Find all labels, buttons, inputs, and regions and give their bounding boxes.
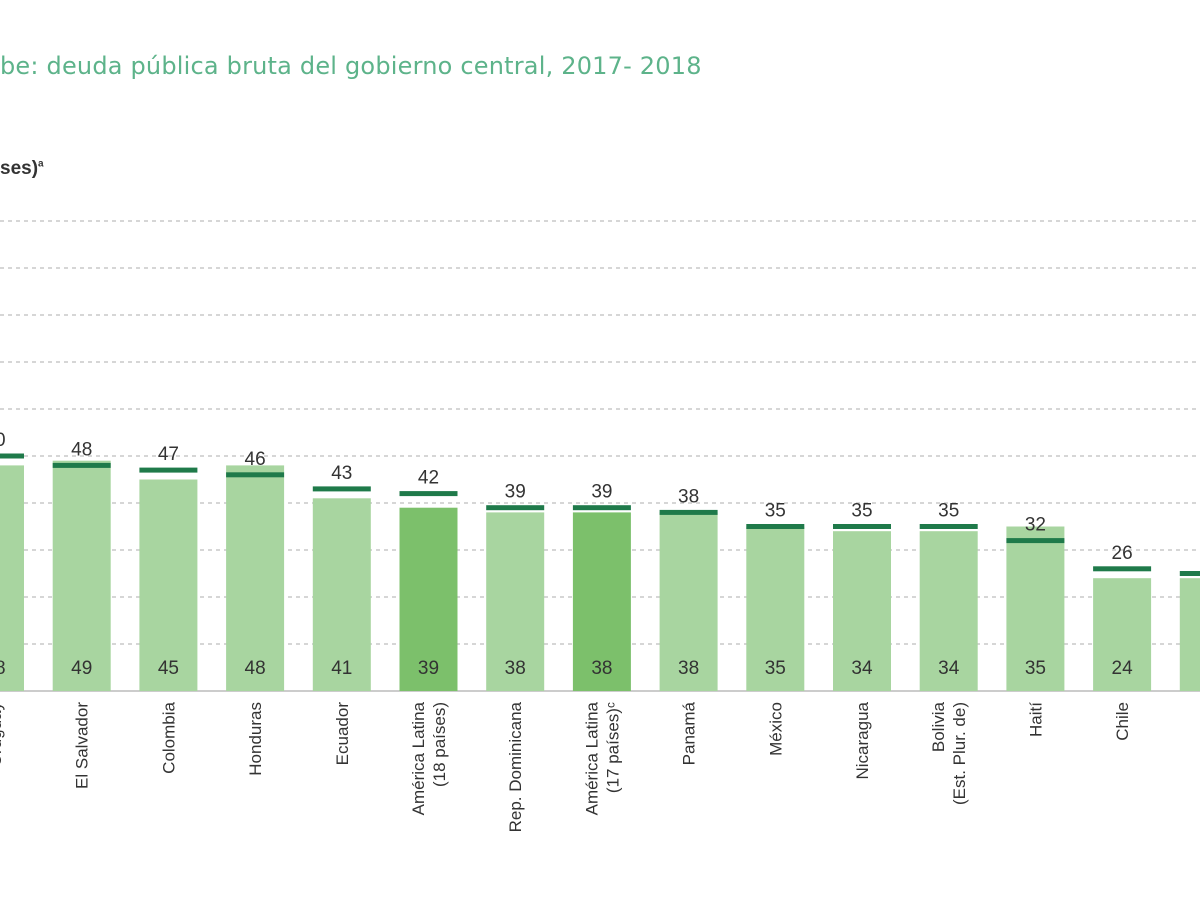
marker-2018 bbox=[572, 505, 631, 511]
value-label-2018: 35 bbox=[938, 501, 959, 522]
value-label-2018: 38 bbox=[678, 486, 699, 507]
value-label-2018: 35 bbox=[851, 501, 872, 522]
chart-title: be: deuda pública bruta del gobierno cen… bbox=[0, 52, 702, 80]
x-axis-label: Honduras bbox=[246, 702, 265, 776]
value-label-2018: 39 bbox=[591, 482, 612, 503]
value-label-2017: 38 bbox=[591, 658, 612, 679]
value-label-2017: 34 bbox=[938, 658, 960, 679]
value-label-2017: 34 bbox=[851, 658, 873, 679]
subtitle-text: ses) bbox=[0, 158, 39, 179]
bar-2017 bbox=[139, 479, 198, 691]
value-label-2018: 50 bbox=[0, 430, 6, 451]
bar-2017 bbox=[1179, 578, 1200, 691]
value-label-2018: 47 bbox=[158, 444, 179, 465]
value-label-2017: 24 bbox=[1112, 658, 1134, 679]
value-label-2017: 45 bbox=[158, 658, 179, 679]
marker-2018 bbox=[399, 491, 458, 497]
bar-2017 bbox=[572, 512, 631, 691]
bar-2017 bbox=[919, 531, 978, 691]
value-label-2017: 49 bbox=[71, 658, 92, 679]
marker-2018 bbox=[0, 453, 24, 459]
bar-2017 bbox=[226, 465, 285, 691]
bar-2017 bbox=[399, 507, 458, 691]
bar-2017 bbox=[312, 498, 371, 691]
value-label-2017: 48 bbox=[0, 658, 6, 679]
value-label-2018: 46 bbox=[245, 449, 266, 470]
value-label-2017: 38 bbox=[505, 658, 526, 679]
value-label-2018: 39 bbox=[505, 482, 526, 503]
marker-2018 bbox=[833, 524, 891, 529]
bar-2017 bbox=[486, 512, 545, 691]
x-axis-label: Chile bbox=[1113, 702, 1132, 741]
value-label-2017: 38 bbox=[678, 658, 699, 679]
x-axis-label: (17 países)ᶜ bbox=[603, 702, 622, 793]
x-axis-label: Haití bbox=[1026, 702, 1045, 737]
value-label-2017: 41 bbox=[331, 658, 352, 679]
bar-2017 bbox=[0, 465, 24, 691]
marker-2018 bbox=[659, 509, 718, 515]
value-label-2017: 48 bbox=[245, 658, 266, 679]
marker-2018 bbox=[919, 524, 978, 529]
marker-2018 bbox=[312, 486, 371, 492]
x-axis-label: Uruguay bbox=[0, 702, 5, 767]
bars bbox=[0, 453, 1200, 691]
marker-2018 bbox=[746, 524, 805, 529]
value-labels: 50 48 48 49 47 45 46 48 43 41 42 39 39 38 39 38 38 38 35 35… bbox=[0, 430, 1133, 679]
value-label-2018: 43 bbox=[331, 463, 352, 484]
bar-2017 bbox=[1093, 578, 1152, 691]
value-label-2018: 48 bbox=[71, 439, 92, 460]
value-label-2018: 26 bbox=[1112, 543, 1133, 564]
marker-2018 bbox=[1093, 566, 1152, 572]
bar-2017 bbox=[659, 512, 718, 691]
x-axis-label: México bbox=[766, 702, 785, 756]
x-axis-label: El Salvador bbox=[73, 702, 92, 789]
value-label-2018: 35 bbox=[765, 501, 786, 522]
subtitle-note: a bbox=[38, 158, 44, 170]
value-label-2018: 42 bbox=[418, 468, 439, 489]
bar-2017 bbox=[746, 526, 805, 691]
x-axis-label: América Latina bbox=[409, 701, 428, 815]
marker-2018 bbox=[1006, 538, 1065, 544]
chart-subtitle: ses)a bbox=[0, 158, 44, 180]
x-axis-label: Rep. Dominicana bbox=[506, 701, 525, 832]
x-axis-label: (18 países) bbox=[430, 702, 449, 787]
value-label-2017: 35 bbox=[1025, 658, 1046, 679]
bar-2017 bbox=[1006, 526, 1065, 691]
x-axis-label: Colombia bbox=[159, 701, 178, 773]
marker-2018 bbox=[1179, 571, 1200, 576]
marker-2018 bbox=[486, 505, 545, 511]
x-axis-label: América Latina bbox=[582, 701, 601, 815]
value-label-2017: 39 bbox=[418, 658, 439, 679]
x-axis-label: Ecuador bbox=[333, 702, 352, 766]
marker-2018 bbox=[139, 467, 198, 473]
x-axis-label: Bolivia bbox=[929, 701, 948, 752]
bar-2017 bbox=[833, 531, 891, 691]
value-label-2018: 32 bbox=[1025, 515, 1046, 536]
x-axis-labels: Uruguay El Salvador Colombia Honduras Ecuado… bbox=[0, 701, 1132, 832]
marker-2018 bbox=[52, 462, 111, 468]
x-axis-label: (Est. Plur. de) bbox=[950, 702, 969, 805]
value-label-2017: 35 bbox=[765, 658, 786, 679]
bar-2017 bbox=[52, 460, 111, 691]
x-axis-label: Nicaragua bbox=[853, 701, 872, 779]
marker-2018 bbox=[226, 472, 285, 478]
x-axis-label: Panamá bbox=[680, 701, 699, 765]
